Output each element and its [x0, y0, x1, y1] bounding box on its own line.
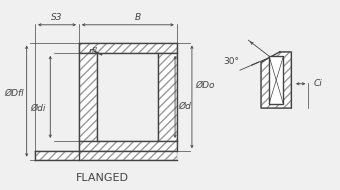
- Bar: [79, 53, 98, 141]
- Text: Ci: Ci: [313, 79, 322, 88]
- Bar: [269, 56, 283, 104]
- Text: rfl: rfl: [89, 47, 98, 56]
- Bar: [158, 53, 177, 141]
- Polygon shape: [261, 52, 291, 108]
- Bar: [79, 43, 177, 53]
- Text: Ød: Ød: [178, 102, 191, 111]
- Bar: [79, 141, 177, 151]
- Text: ØDo: ØDo: [195, 81, 215, 90]
- Bar: [35, 151, 177, 160]
- Text: 30°: 30°: [223, 57, 240, 66]
- Text: B: B: [135, 13, 141, 22]
- Text: ØDfl: ØDfl: [5, 89, 24, 98]
- Text: Ødi: Ødi: [30, 104, 46, 113]
- Text: S3: S3: [51, 13, 63, 22]
- Text: FLANGED: FLANGED: [76, 173, 129, 183]
